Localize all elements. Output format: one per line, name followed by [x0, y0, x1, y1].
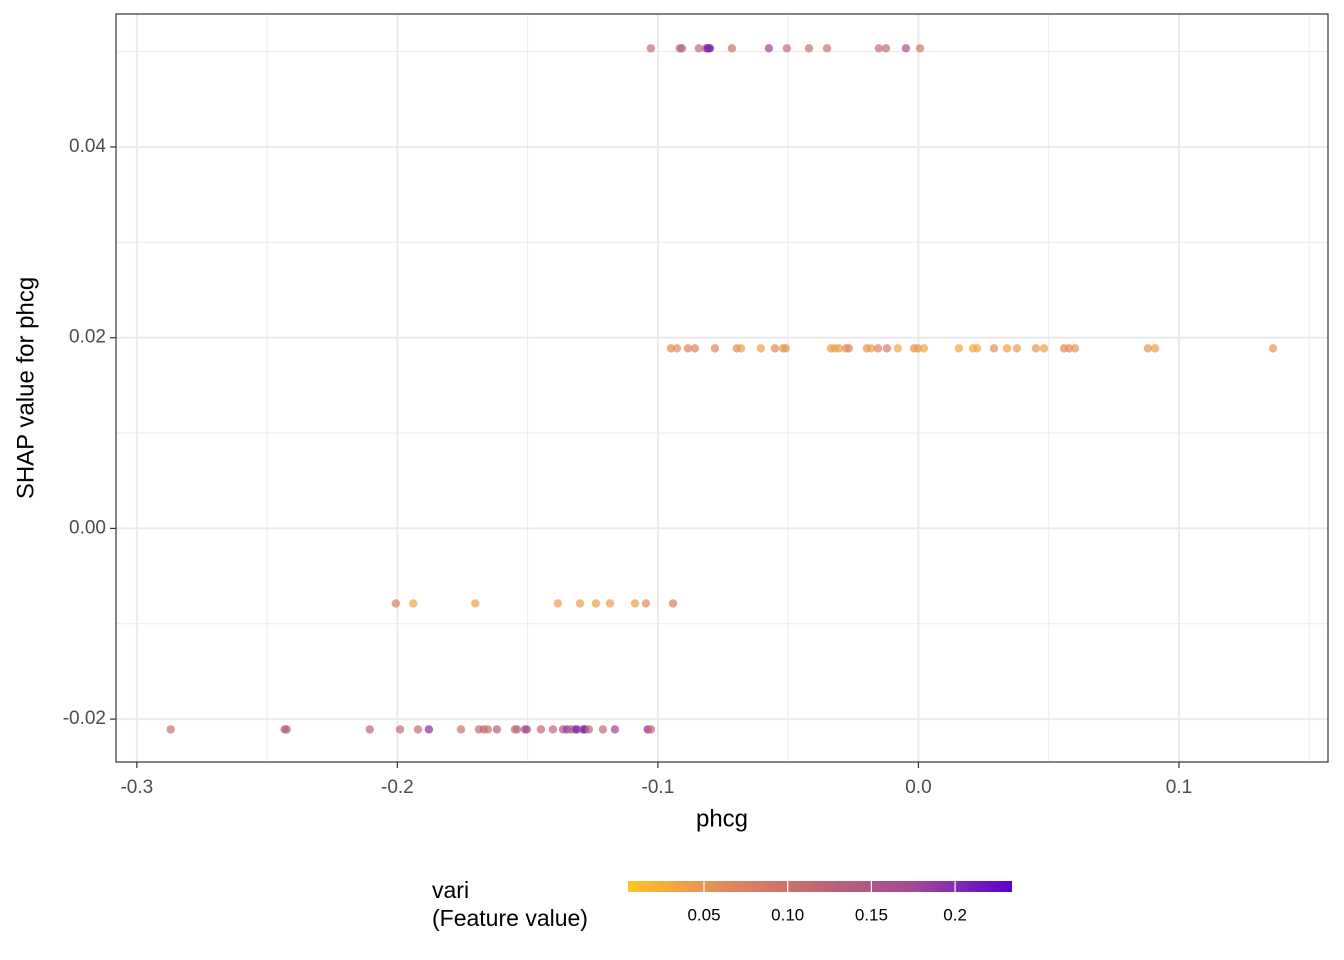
point: [1002, 344, 1012, 353]
point: [646, 725, 656, 734]
point: [705, 44, 715, 53]
point: [605, 599, 615, 608]
point: [822, 44, 832, 53]
point: [1031, 344, 1041, 353]
point: [901, 44, 911, 53]
point: [471, 599, 480, 608]
point: [1268, 344, 1278, 353]
point: [409, 599, 418, 608]
point: [764, 44, 774, 53]
point: [483, 725, 492, 734]
point: [727, 44, 737, 53]
point: [630, 599, 640, 608]
point: [591, 599, 601, 608]
point: [1070, 344, 1080, 353]
point: [1143, 344, 1153, 353]
point: [512, 725, 522, 734]
point: [395, 725, 405, 734]
colorbar-tick-label: 0.10: [771, 905, 804, 924]
point: [1012, 344, 1022, 353]
point: [572, 725, 582, 734]
point: [610, 725, 620, 734]
point: [391, 599, 401, 608]
colorbar-tick-label: 0.15: [855, 905, 888, 924]
point: [1039, 344, 1049, 353]
point: [804, 44, 814, 53]
point: [456, 725, 466, 734]
legend-title: (Feature value): [432, 905, 588, 931]
point: [641, 599, 651, 608]
point: [672, 344, 682, 353]
point: [548, 725, 558, 734]
x-tick-label: -0.3: [120, 777, 153, 798]
point: [575, 599, 585, 608]
point: [536, 725, 546, 734]
point: [690, 344, 700, 353]
point: [781, 344, 791, 353]
colorbar-tick-label: 0.2: [943, 905, 967, 924]
point: [874, 44, 884, 53]
point: [1150, 344, 1160, 353]
point: [770, 344, 780, 353]
y-tick-label: 0.00: [69, 517, 106, 538]
point: [166, 725, 175, 734]
point: [492, 725, 502, 734]
point: [282, 725, 291, 734]
point: [834, 344, 844, 353]
point: [584, 725, 594, 734]
x-tick-label: 0.1: [1166, 777, 1192, 798]
y-tick-label: 0.02: [69, 327, 106, 348]
point: [736, 344, 746, 353]
y-tick-label: 0.04: [69, 136, 106, 157]
point: [413, 725, 423, 734]
point: [646, 44, 656, 53]
point: [873, 344, 883, 353]
point: [913, 344, 923, 353]
point: [756, 344, 766, 353]
point: [919, 344, 929, 353]
point: [972, 344, 982, 353]
point: [881, 44, 891, 53]
point: [424, 725, 434, 734]
y-axis-title: SHAP value for phcg: [12, 277, 39, 499]
point: [882, 344, 892, 353]
point: [844, 344, 854, 353]
point: [915, 44, 925, 53]
legend-title: vari: [432, 877, 469, 903]
point: [522, 725, 532, 734]
point: [683, 344, 693, 353]
colorbar-tick-label: 0.05: [687, 905, 720, 924]
point: [694, 44, 704, 53]
y-tick-label: -0.02: [63, 708, 106, 729]
x-axis-title: phcg: [696, 805, 748, 832]
colorbar: [628, 881, 1012, 892]
x-tick-label: -0.1: [642, 777, 675, 798]
x-tick-label: -0.2: [381, 777, 414, 798]
point: [893, 344, 903, 353]
point: [866, 344, 876, 353]
point: [365, 725, 374, 734]
point: [710, 344, 720, 353]
point: [598, 725, 608, 734]
x-tick-label: 0.0: [905, 777, 931, 798]
point: [954, 344, 964, 353]
point: [677, 44, 687, 53]
point: [782, 44, 792, 53]
point: [668, 599, 678, 608]
point: [1064, 344, 1074, 353]
point: [989, 344, 999, 353]
plot-border: [115, 13, 1329, 763]
point: [553, 599, 563, 608]
plot-background: [116, 14, 1328, 762]
point: [666, 344, 676, 353]
